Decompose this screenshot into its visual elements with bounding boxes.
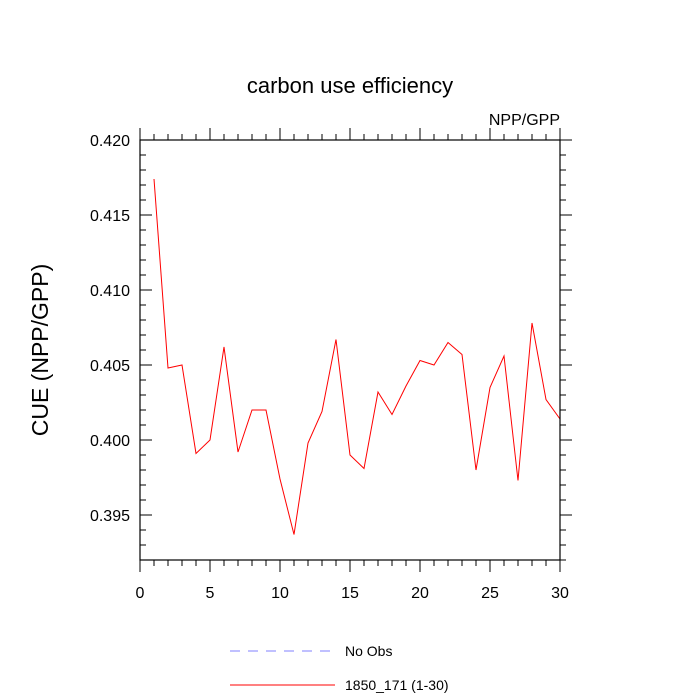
y-tick-label: 0.420 bbox=[90, 133, 130, 150]
legend: No Obs 1850_171 (1-30) bbox=[230, 643, 449, 693]
y-tick-label: 0.405 bbox=[90, 358, 130, 375]
legend-label-no-obs: No Obs bbox=[345, 643, 392, 659]
axis-ticks: 0 5 10 15 20 25 30 0.395 0.400 0.405 0.410 0.415 0.4… bbox=[90, 128, 572, 602]
series-line-1 bbox=[153, 178, 561, 535]
x-tick-label: 5 bbox=[206, 585, 215, 602]
chart-subtitle: NPP/GPP bbox=[489, 112, 560, 129]
chart-title: carbon use efficiency bbox=[247, 73, 453, 98]
series-layer bbox=[153, 178, 561, 535]
y-tick-label: 0.400 bbox=[90, 433, 130, 450]
x-tick-label: 20 bbox=[411, 585, 429, 602]
plot-frame bbox=[139, 139, 561, 561]
y-axis-label: CUE (NPP/GPP) bbox=[27, 264, 53, 437]
x-tick-label: 0 bbox=[136, 585, 145, 602]
x-tick-label: 25 bbox=[481, 585, 499, 602]
x-tick-label: 30 bbox=[551, 585, 569, 602]
y-tick-label: 0.410 bbox=[90, 283, 130, 300]
x-tick-label: 15 bbox=[341, 585, 359, 602]
y-tick-label: 0.415 bbox=[90, 208, 130, 225]
legend-label-1850-171: 1850_171 (1-30) bbox=[345, 677, 449, 693]
x-tick-label: 10 bbox=[271, 585, 289, 602]
y-tick-label: 0.395 bbox=[90, 508, 130, 525]
